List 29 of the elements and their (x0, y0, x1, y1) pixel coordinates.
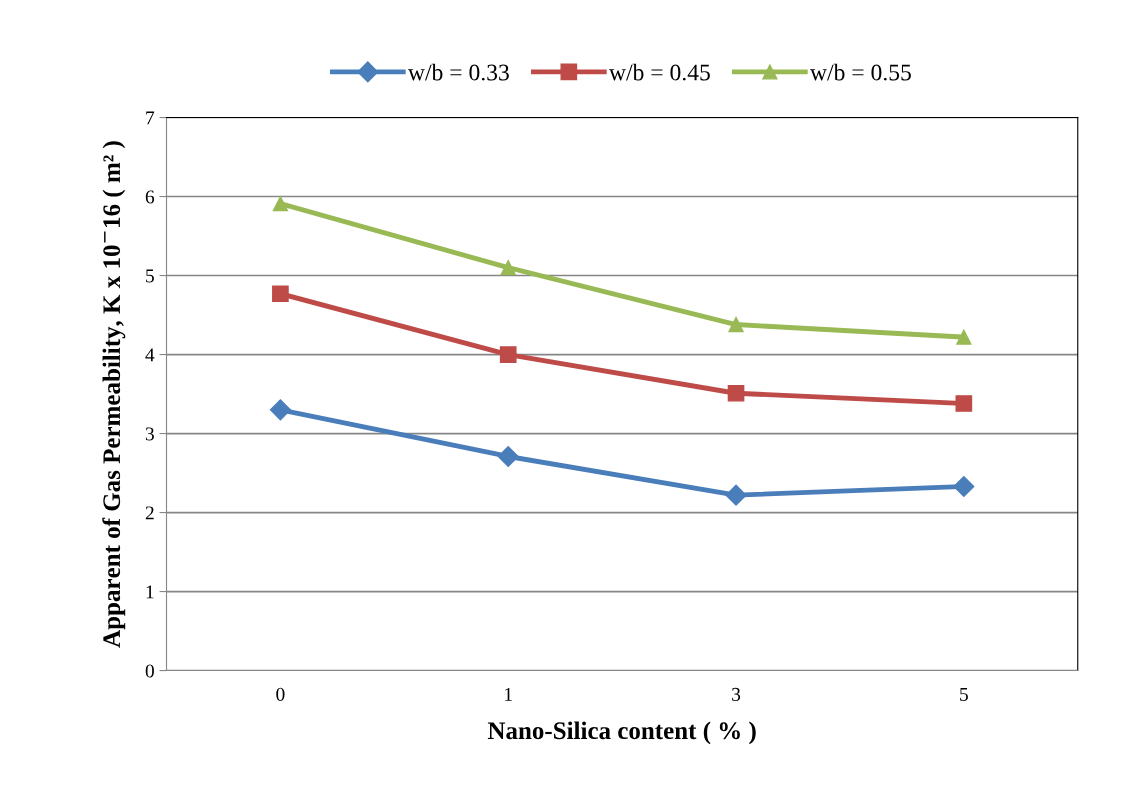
point (725, 484, 747, 506)
point (955, 395, 973, 412)
x-tick-label: 5 (960, 687, 968, 701)
point (956, 329, 972, 345)
x-tick-label: 1 (505, 687, 512, 701)
point (953, 475, 975, 497)
legend-label: w/b = 0.33 (407, 63, 509, 81)
x-axis-title: Nano-Silica content ( % ) (487, 721, 756, 745)
y-tick-label: 6 (145, 190, 155, 204)
point (497, 445, 519, 467)
point (499, 346, 517, 363)
point (272, 196, 289, 212)
y-tick-label: 3 (145, 427, 154, 441)
x-tick-label: 0 (276, 687, 285, 701)
point (728, 316, 744, 333)
y-tick-label: 2 (145, 506, 154, 520)
y-tick-label: 0 (145, 664, 154, 678)
y-tick-label: 1 (146, 585, 154, 599)
point (727, 384, 745, 402)
point (500, 259, 516, 276)
legend-label: w/b = 0.55 (810, 63, 911, 81)
y-tick-label: 5 (146, 269, 154, 283)
point (272, 285, 289, 303)
x-tick-label: 3 (732, 687, 741, 701)
point (269, 399, 291, 421)
y-tick-label: 4 (145, 348, 155, 362)
legend-label: w/b = 0.45 (609, 63, 710, 81)
y-axis-title: Apparent of Gas Permeability, K x 10$^{−}$16 ( m² ) (102, 141, 126, 648)
y-tick-label: 7 (146, 111, 155, 125)
